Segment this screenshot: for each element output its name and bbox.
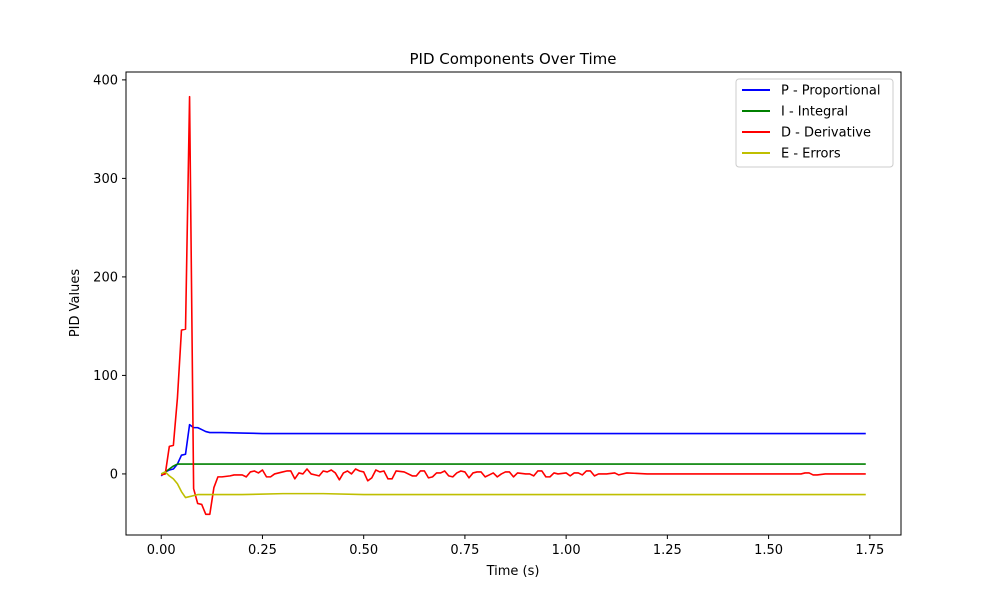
- legend-label-0: P - Proportional: [781, 84, 880, 99]
- x-tick-label: 1.00: [552, 543, 581, 558]
- plot-frame: [125, 71, 902, 536]
- series-layer: [160, 95, 866, 516]
- x-tick-label: 1.25: [653, 543, 682, 558]
- y-tick-label: 0: [110, 467, 118, 482]
- series-line-0: [160, 423, 866, 477]
- y-tick-label: 400: [93, 73, 118, 88]
- y-axis-label: PID Values: [68, 269, 83, 338]
- x-tick-label: 1.75: [855, 543, 884, 558]
- x-axis-label: Time (s): [486, 564, 540, 579]
- x-tick-label: 1.50: [754, 543, 783, 558]
- legend-label-2: D - Derivative: [781, 126, 871, 141]
- legend-label-3: E - Errors: [781, 147, 841, 162]
- x-tick-label: 0.25: [248, 543, 277, 558]
- x-tick-label: 0.00: [147, 543, 176, 558]
- legend-box: [735, 78, 894, 168]
- y-tick-label: 100: [93, 369, 118, 384]
- y-tick-label: 200: [93, 270, 118, 285]
- x-axis: 0.00 0.25 0.50 0.75 1.00 1.25 1.50 1.75: [147, 535, 884, 558]
- series-line-2: [161, 95, 866, 516]
- series-line-3: [160, 471, 866, 499]
- legend-label-1: I - Integral: [781, 105, 848, 120]
- x-tick-label: 0.50: [349, 543, 378, 558]
- y-axis: 0 100 200 300 400: [93, 73, 126, 482]
- legend: P - Proportional I - Integral D - Derivati…: [735, 78, 894, 168]
- chart-title: PID Components Over Time: [409, 50, 616, 68]
- series-line-1: [160, 463, 866, 475]
- y-tick-label: 300: [93, 172, 118, 187]
- x-tick-label: 0.75: [450, 543, 479, 558]
